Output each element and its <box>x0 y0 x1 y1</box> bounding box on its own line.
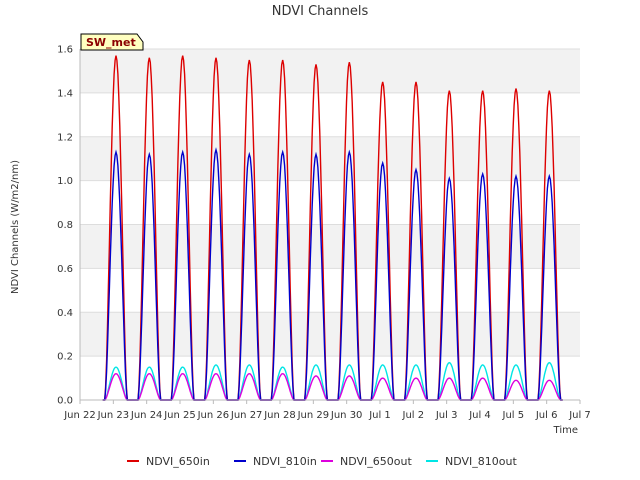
y-tick-label: 0.2 <box>57 352 73 363</box>
x-tick-label: Jul 4 <box>468 410 491 421</box>
legend-label: NDVI_810in <box>253 455 317 468</box>
x-axis-ticks: Jun 22 Jun 23 Jun 24 Jun 25 Jun 26 Jun 27 Jun … <box>63 400 591 421</box>
x-tick-label: Jul 2 <box>402 410 425 421</box>
chart-title: NDVI Channels <box>272 4 369 19</box>
legend-label: NDVI_650in <box>146 455 210 468</box>
grid-band <box>80 312 580 357</box>
legend-item: NDVI_650out <box>321 455 412 468</box>
x-tick-label: Jun 28 <box>263 410 296 421</box>
x-tick-label: Jun 27 <box>230 410 263 421</box>
y-tick-label: 0.4 <box>57 308 73 319</box>
y-tick-label: 1.0 <box>57 176 73 187</box>
y-axis-label: NDVI Channels (W/m2/nm) <box>10 160 21 294</box>
legend-item: NDVI_810out <box>426 455 517 468</box>
grid-band <box>80 224 580 269</box>
x-tick-label: Jun 25 <box>163 410 196 421</box>
x-tick-label: Jun 23 <box>97 410 130 421</box>
x-tick-label: Jul 3 <box>435 410 458 421</box>
x-tick-label: Jul 1 <box>368 410 391 421</box>
x-tick-label: Jul 6 <box>535 410 558 421</box>
grid-band <box>80 49 580 93</box>
y-tick-label: 0.0 <box>57 396 73 407</box>
grid-lines <box>80 48 580 401</box>
x-axis-label: Time <box>553 425 578 436</box>
legend: NDVI_650in NDVI_810in NDVI_650out NDVI_810o… <box>127 455 517 468</box>
legend-item: NDVI_810in <box>234 455 317 468</box>
y-axis-ticks: 0.0 0.2 0.4 0.6 0.8 1.0 1.2 1.4 1.6 <box>57 45 73 407</box>
site-label-background <box>80 33 144 51</box>
site-label: SW_met <box>86 36 136 49</box>
y-tick-label: 1.4 <box>57 88 73 99</box>
legend-label: NDVI_810out <box>445 455 517 468</box>
x-tick-label: Jun 22 <box>63 410 96 421</box>
y-tick-label: 1.2 <box>57 132 73 143</box>
y-tick-label: 0.6 <box>57 264 73 275</box>
x-tick-label: Jun 30 <box>330 410 363 421</box>
grid-band <box>80 136 580 181</box>
legend-label: NDVI_650out <box>340 455 412 468</box>
y-tick-label: 1.6 <box>57 45 73 56</box>
x-tick-label: Jul 5 <box>502 410 525 421</box>
axes <box>79 49 580 401</box>
x-tick-label: Jun 26 <box>197 410 230 421</box>
x-tick-label: Jun 29 <box>297 410 330 421</box>
legend-item: NDVI_650in <box>127 455 210 468</box>
site-label-box: SW_met <box>80 33 144 51</box>
x-tick-label: Jun 24 <box>130 410 163 421</box>
x-tick-label: Jul 7 <box>568 410 591 421</box>
y-tick-label: 0.8 <box>57 220 73 231</box>
